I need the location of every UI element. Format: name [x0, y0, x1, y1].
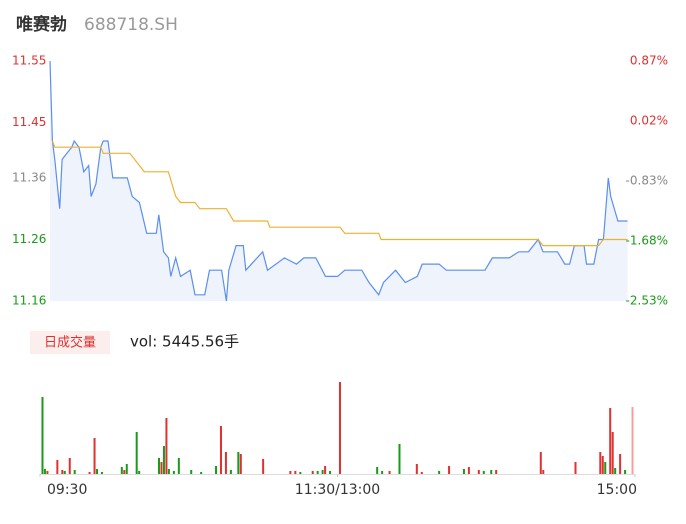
- y-tick-label: 11.55: [12, 54, 46, 68]
- volume-bar: [63, 471, 66, 474]
- volume-bar: [135, 432, 138, 474]
- volume-bar: [614, 468, 617, 474]
- volume-bar: [381, 471, 384, 474]
- volume-bar: [604, 462, 607, 474]
- volume-bar: [462, 469, 465, 474]
- volume-bar: [43, 469, 46, 474]
- volume-bar: [398, 444, 401, 474]
- volume-bar: [61, 470, 64, 474]
- volume-bar: [177, 458, 180, 474]
- volume-bar: [490, 470, 493, 474]
- volume-bar: [376, 467, 379, 474]
- volume-bar: [120, 467, 123, 474]
- volume-bar: [388, 471, 391, 474]
- volume-bar: [539, 452, 542, 474]
- volume-bar: [56, 460, 59, 474]
- x-tick-label: 11:30/13:00: [295, 482, 380, 498]
- volume-bar: [162, 446, 165, 474]
- price-area: [50, 61, 628, 301]
- volume-bar: [599, 452, 602, 474]
- volume-bar: [316, 471, 319, 474]
- volume-summary: vol: 5445.56手: [130, 333, 239, 351]
- volume-bar: [160, 462, 163, 474]
- volume-bar: [88, 472, 91, 474]
- volume-bar: [574, 462, 577, 474]
- average-line: [51, 140, 628, 247]
- volume-bar: [96, 469, 99, 474]
- volume-bar: [138, 471, 141, 474]
- volume-bar: [448, 466, 451, 474]
- volume-bar: [219, 426, 222, 474]
- stock-name: 唯赛勃: [16, 14, 67, 35]
- volume-bar: [438, 471, 441, 474]
- volume-bar: [158, 458, 160, 474]
- y2-tick-label: -2.53%: [626, 294, 668, 308]
- volume-bar: [631, 407, 634, 474]
- volume-bar: [299, 472, 302, 474]
- volume-bar: [215, 466, 218, 474]
- volume-bar: [73, 470, 76, 474]
- volume-bar: [172, 471, 175, 474]
- y-tick-label: 11.26: [12, 232, 46, 246]
- volume-bar: [68, 458, 71, 474]
- volume-bar: [262, 459, 265, 474]
- volume-bar: [200, 472, 203, 474]
- volume-bar: [324, 466, 327, 474]
- volume-bar: [229, 470, 232, 474]
- volume-bar: [46, 471, 49, 474]
- y-tick-label: 11.45: [12, 115, 46, 129]
- volume-bar: [482, 471, 485, 474]
- volume-bar: [495, 470, 498, 474]
- volume-bar: [542, 470, 545, 474]
- volume-bar: [321, 470, 324, 474]
- volume-bar: [611, 432, 614, 474]
- volume-bar: [619, 454, 622, 474]
- volume-bar: [420, 472, 423, 474]
- volume-bar: [624, 470, 627, 474]
- stock-code: 688718.SH: [84, 15, 178, 35]
- y2-tick-label: -0.83%: [626, 174, 668, 188]
- volume-label-box: [30, 331, 110, 354]
- y2-tick-label: 0.87%: [630, 54, 668, 68]
- volume-bar: [338, 382, 341, 474]
- volume-bar: [123, 470, 126, 474]
- volume-bar: [477, 470, 480, 474]
- y-tick-label: 11.36: [12, 170, 46, 184]
- volume-bar: [329, 471, 332, 474]
- volume-bar: [601, 456, 604, 474]
- x-tick-label: 09:30: [47, 482, 87, 498]
- volume-bar: [224, 452, 227, 474]
- volume-bar: [289, 471, 292, 474]
- volume-bar: [239, 454, 242, 474]
- y2-tick-label: -1.68%: [626, 234, 668, 248]
- volume-bar: [294, 471, 297, 474]
- volume-bar: [165, 418, 168, 474]
- volume-bar: [311, 471, 314, 474]
- volume-bar: [609, 408, 612, 474]
- volume-bar: [237, 452, 240, 474]
- y-tick-label: 11.16: [12, 294, 46, 308]
- volume-bar: [41, 397, 44, 474]
- volume-bar: [190, 470, 193, 474]
- price-line: [49, 60, 628, 302]
- volume-label: 日成交量: [44, 335, 96, 351]
- volume-bar: [167, 469, 170, 474]
- volume-bar: [100, 472, 103, 474]
- volume-bar: [125, 464, 128, 474]
- y2-tick-label: 0.02%: [630, 114, 668, 128]
- volume-bar: [467, 467, 470, 474]
- x-tick-label: 15:00: [597, 482, 637, 498]
- volume-bar: [93, 438, 96, 474]
- volume-bar: [415, 464, 418, 474]
